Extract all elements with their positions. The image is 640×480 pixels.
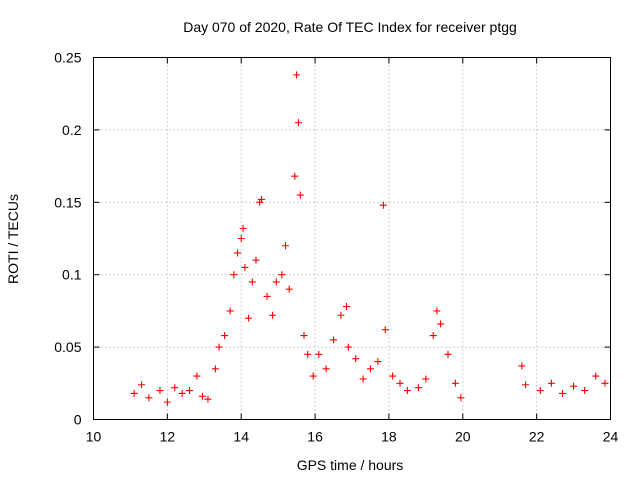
data-point — [300, 332, 308, 340]
plot-frame — [93, 57, 611, 420]
data-point — [145, 394, 153, 402]
data-point — [215, 343, 223, 351]
data-point — [204, 395, 212, 403]
data-point — [547, 379, 555, 387]
data-point — [291, 172, 299, 180]
data-point — [186, 387, 194, 395]
data-point — [342, 303, 350, 311]
axis-ticks: 10 12 14 16 18 20 22 24 0 0.05 0.1 0.15 0.2 0.25 — [54, 50, 618, 445]
data-point — [248, 278, 256, 286]
data-point — [444, 350, 452, 358]
data-points — [130, 71, 609, 406]
data-point — [379, 201, 387, 209]
data-point — [518, 362, 526, 370]
data-point — [403, 387, 411, 395]
y-tick-label: 0.2 — [62, 122, 82, 138]
data-point — [252, 256, 260, 264]
data-point — [366, 365, 374, 373]
data-point — [272, 278, 280, 286]
data-point — [536, 387, 544, 395]
data-point — [522, 381, 530, 389]
data-point — [374, 358, 382, 366]
data-point — [178, 389, 186, 397]
data-point — [581, 387, 589, 395]
x-axis-title: GPS time / hours — [297, 457, 404, 473]
data-point — [389, 372, 397, 380]
x-tick-label: 10 — [86, 429, 102, 445]
data-point — [198, 392, 206, 400]
data-point — [138, 381, 146, 389]
y-tick-label: 0 — [74, 412, 82, 428]
data-point — [258, 195, 266, 203]
data-point — [171, 384, 179, 392]
data-point — [315, 350, 323, 358]
x-tick-label: 24 — [603, 429, 619, 445]
data-point — [309, 372, 317, 380]
data-point — [282, 242, 290, 250]
chart-title: Day 070 of 2020, Rate Of TEC Index for r… — [183, 19, 517, 35]
data-point — [359, 375, 367, 383]
data-point — [451, 379, 459, 387]
data-point — [396, 379, 404, 387]
data-point — [429, 332, 437, 340]
y-tick-label: 0.05 — [54, 339, 81, 355]
grid-lines — [93, 57, 611, 420]
data-point — [269, 311, 277, 319]
data-point — [457, 394, 465, 402]
data-point — [241, 263, 249, 271]
data-point — [337, 311, 345, 319]
data-point — [296, 191, 304, 199]
data-point — [344, 343, 352, 351]
x-tick-label: 14 — [233, 429, 249, 445]
data-point — [414, 384, 422, 392]
data-point — [294, 119, 302, 127]
data-point — [422, 375, 430, 383]
data-point — [322, 365, 330, 373]
data-point — [234, 249, 242, 257]
data-point — [193, 372, 201, 380]
x-tick-label: 20 — [455, 429, 471, 445]
y-axis-title: ROTI / TECUs — [5, 194, 21, 284]
data-point — [293, 71, 301, 79]
data-point — [226, 307, 234, 315]
data-point — [381, 326, 389, 334]
x-tick-label: 16 — [307, 429, 323, 445]
data-point — [304, 350, 312, 358]
data-point — [239, 224, 247, 232]
data-point — [211, 365, 219, 373]
data-point — [237, 235, 245, 242]
y-tick-label: 0.15 — [54, 194, 81, 210]
data-point — [285, 285, 293, 293]
data-point — [278, 271, 286, 279]
data-point — [592, 372, 600, 380]
data-point — [601, 379, 609, 387]
data-point — [558, 389, 566, 397]
data-point — [245, 314, 253, 322]
data-point — [221, 332, 229, 340]
data-point — [330, 336, 338, 344]
data-point — [156, 387, 164, 395]
data-point — [163, 398, 171, 406]
x-tick-label: 22 — [529, 429, 545, 445]
data-point — [437, 320, 445, 328]
y-tick-label: 0.25 — [54, 50, 81, 66]
data-point — [130, 389, 138, 397]
data-point — [570, 382, 578, 390]
data-point — [230, 271, 238, 279]
data-point — [433, 307, 441, 315]
y-tick-label: 0.1 — [62, 267, 82, 283]
data-point — [263, 292, 271, 300]
data-point — [352, 355, 360, 363]
x-tick-label: 12 — [160, 429, 176, 445]
x-tick-label: 18 — [381, 429, 397, 445]
